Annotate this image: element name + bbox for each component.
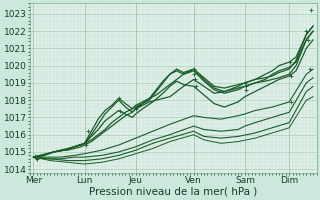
X-axis label: Pression niveau de la mer( hPa ): Pression niveau de la mer( hPa ) bbox=[89, 187, 257, 197]
